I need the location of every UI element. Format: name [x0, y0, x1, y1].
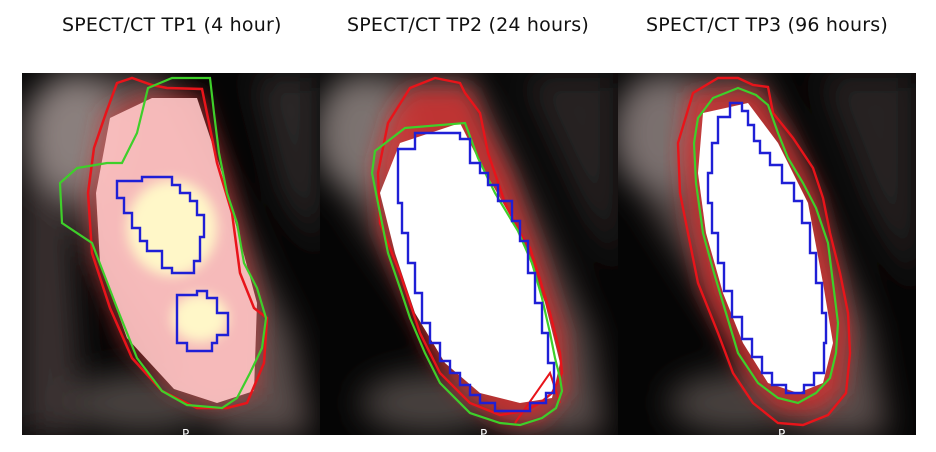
fused-image-tp1 [22, 73, 320, 435]
fused-image-tp3 [618, 73, 916, 435]
green-contour-tp3 [692, 86, 840, 405]
panel-2-title: SPECT/CT TP2 (24 hours) [347, 14, 589, 36]
orientation-label-tp2: P [480, 427, 488, 435]
green-contour-tp1 [58, 76, 268, 410]
blue-contour-tp2 [396, 131, 556, 413]
green-contour-tp2 [370, 121, 564, 427]
red-contour-tp1 [86, 76, 269, 410]
spect-ct-panel-tp1: P [22, 73, 320, 435]
spect-ct-panel-tp3: P [618, 73, 916, 435]
blue-contour-tp3 [706, 101, 828, 395]
red-contour-tp2 [376, 76, 564, 417]
orientation-label-tp1: P [182, 427, 190, 435]
spect-ct-panel-tp2: P [320, 73, 618, 435]
orientation-label-tp3: P [778, 427, 786, 435]
fused-image-tp2 [320, 73, 618, 435]
blue-contour-tp1-upper [115, 175, 206, 275]
panel-1-title: SPECT/CT TP1 (4 hour) [62, 14, 282, 36]
blue-contour-tp1-lower [175, 289, 230, 353]
red-contour-tp3 [676, 76, 852, 427]
panel-3-title: SPECT/CT TP3 (96 hours) [646, 14, 888, 36]
